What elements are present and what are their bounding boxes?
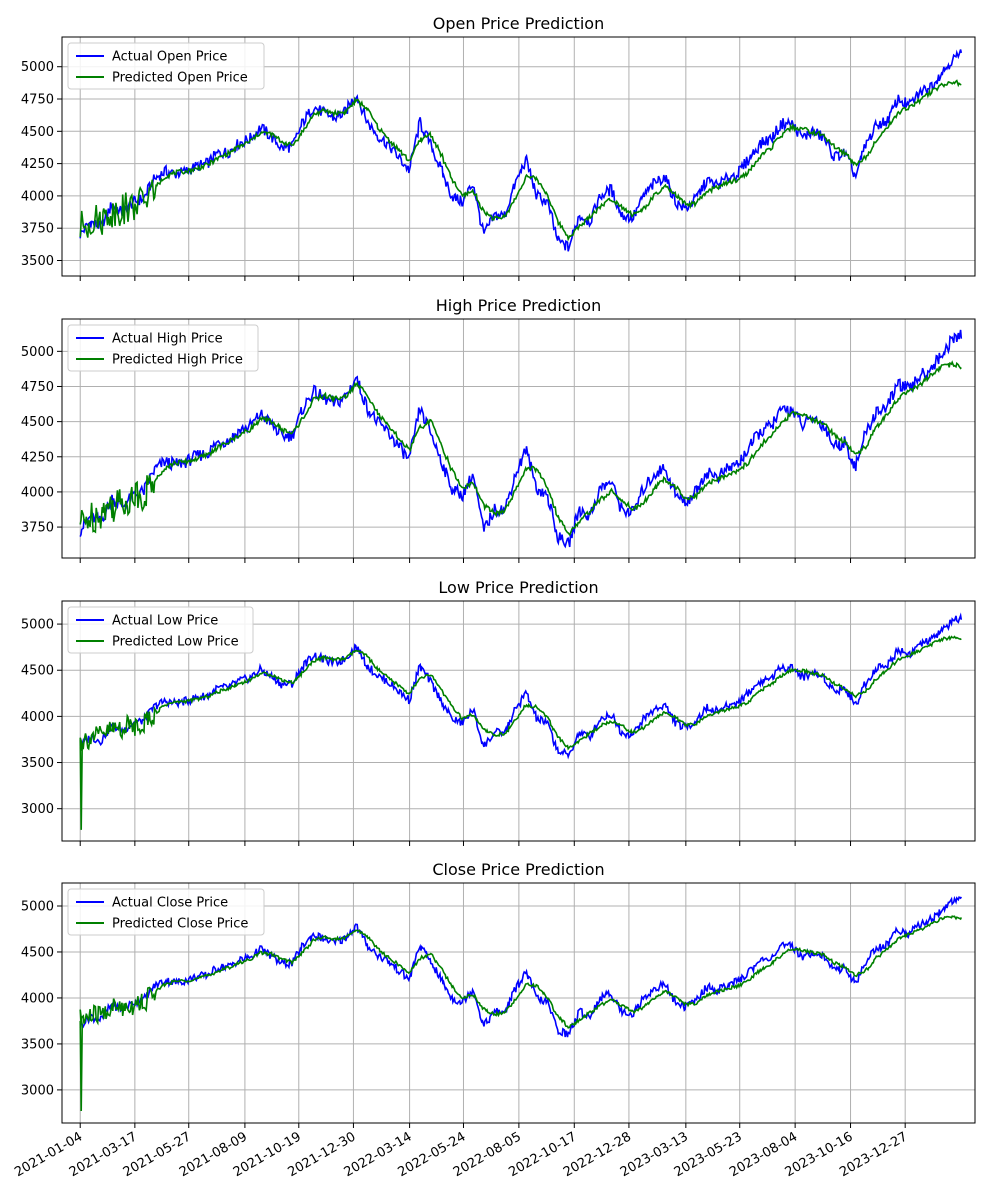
legend-entry: Predicted Open Price <box>112 71 248 86</box>
y-tick-label: 3500 <box>21 1037 54 1052</box>
y-tick-label: 4500 <box>21 945 54 960</box>
legend-entry: Actual Low Price <box>112 614 218 629</box>
series-line-predicted <box>79 915 963 1112</box>
chart-panel-2: High Price Prediction 3750 4000 4250 4500 475… <box>21 296 976 563</box>
series-line-predicted <box>79 360 962 537</box>
y-tick-label: 5000 <box>21 618 54 633</box>
y-tick-label: 4000 <box>21 189 54 204</box>
y-tick-label: 3750 <box>21 222 54 237</box>
legend-box <box>67 42 265 90</box>
y-tick-label: 4000 <box>21 485 54 500</box>
y-tick-label: 4750 <box>21 380 54 395</box>
y-tick-label: 4500 <box>21 125 54 140</box>
chart-panel-1: Open Price Prediction 3500 3750 4000 4250 450… <box>21 14 976 281</box>
legend-box <box>67 888 265 936</box>
legend-box <box>67 324 259 372</box>
axes-frame <box>61 882 976 1124</box>
y-tick-label: 3500 <box>21 254 54 269</box>
y-tick-label: 5000 <box>21 60 54 75</box>
series-line-predicted <box>79 79 962 242</box>
y-tick-label: 3000 <box>21 802 54 817</box>
series-line-actual <box>79 612 963 760</box>
y-tick-label: 3000 <box>21 1083 54 1098</box>
y-tick-label: 3750 <box>21 521 54 536</box>
chart-title: High Price Prediction <box>436 296 601 315</box>
y-tick-label: 5000 <box>21 899 54 914</box>
axes-frame <box>61 36 976 277</box>
y-tick-label: 5000 <box>21 345 54 360</box>
series-line-actual <box>79 329 963 549</box>
chart-title: Close Price Prediction <box>432 860 604 879</box>
y-tick-label: 4250 <box>21 450 54 465</box>
legend-entry: Actual Open Price <box>112 50 227 65</box>
chart-panel-4: Close Price Prediction2021-01-042021-03-… <box>12 860 976 1180</box>
y-tick-label: 4500 <box>21 664 54 679</box>
y-tick-label: 4000 <box>21 710 54 725</box>
legend-entry: Actual Close Price <box>112 896 228 911</box>
y-tick-label: 4750 <box>21 93 54 108</box>
legend-entry: Actual High Price <box>112 332 223 347</box>
legend-entry: Predicted Close Price <box>112 917 248 932</box>
chart-title: Open Price Prediction <box>433 14 604 33</box>
chart-title: Low Price Prediction <box>438 578 598 597</box>
axes-frame <box>61 318 976 559</box>
legend-entry: Predicted Low Price <box>112 635 239 650</box>
y-tick-label: 4250 <box>21 157 54 172</box>
axes-frame <box>61 600 976 842</box>
y-tick-label: 4500 <box>21 415 54 430</box>
series-line-predicted <box>79 635 962 830</box>
chart-panel-3: Low Price Prediction 3000 3500 4000 4500 5000… <box>21 578 976 846</box>
legend-box <box>67 606 254 654</box>
y-tick-label: 4000 <box>21 991 54 1006</box>
y-tick-label: 3500 <box>21 756 54 771</box>
legend-entry: Predicted High Price <box>112 353 243 368</box>
